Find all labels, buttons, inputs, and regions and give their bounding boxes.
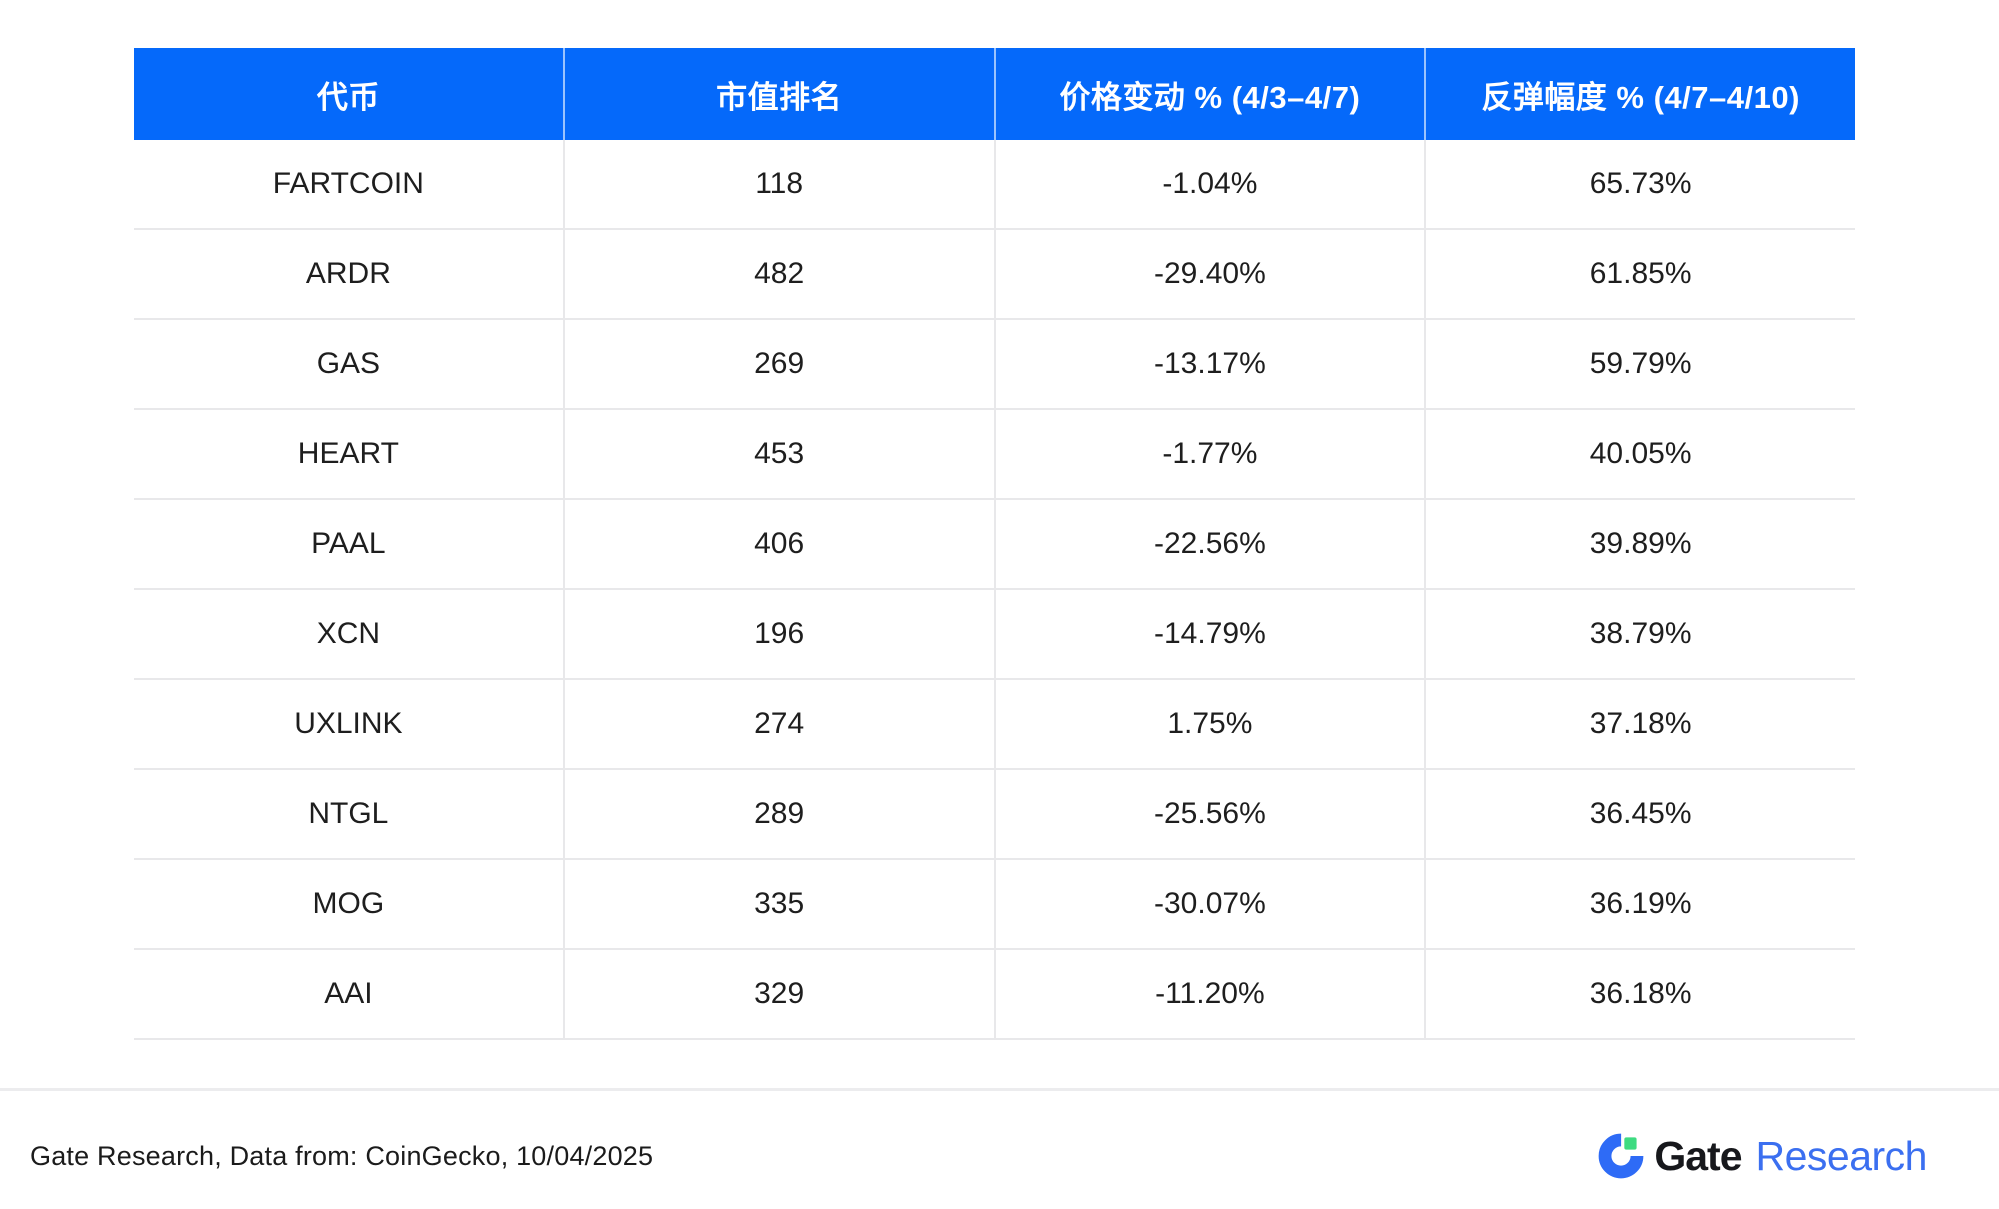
logo-text-research: Research xyxy=(1755,1132,1928,1179)
gate-research-logo: Gate Research xyxy=(1598,1132,1928,1179)
table-cell: 36.45% xyxy=(1424,770,1855,858)
table-cell: NTGL xyxy=(308,797,389,830)
table-cell: UXLINK xyxy=(294,707,403,740)
table-cell: 65.73% xyxy=(1424,140,1855,228)
column-header-market-cap-rank: 市值排名 xyxy=(562,48,994,140)
table-cell: -13.17% xyxy=(993,320,1425,408)
table-cell: FARTCOIN xyxy=(272,167,424,200)
table-row: ARDR 482 -29.40% 61.85% xyxy=(134,230,1855,320)
table-row: PAAL 406 -22.56% 39.89% xyxy=(134,500,1855,590)
footer-divider xyxy=(0,1088,1999,1091)
table-body: FARTCOIN 118 -1.04% 65.73% ARDR 482 -29.40% 61.… xyxy=(134,140,1855,1040)
table-cell: 196 xyxy=(562,590,994,678)
table-cell: -29.40% xyxy=(993,230,1425,318)
table-row: HEART 453 -1.77% 40.05% xyxy=(134,410,1855,500)
table-row: NTGL 289 -25.56% 36.45% xyxy=(134,770,1855,860)
table-header-row: 代币 市值排名 价格变动 % (4/3–4/7) 反弹幅度 % (4/7–4/1… xyxy=(134,48,1855,140)
table-cell: -14.79% xyxy=(993,590,1425,678)
table-cell: 36.19% xyxy=(1424,860,1855,948)
table-cell: 39.89% xyxy=(1424,500,1855,588)
table-row: FARTCOIN 118 -1.04% 65.73% xyxy=(134,140,1855,230)
table-cell: MOG xyxy=(312,887,385,920)
table-row: MOG 335 -30.07% 36.19% xyxy=(134,860,1855,950)
table-cell: -30.07% xyxy=(993,860,1425,948)
table-row: UXLINK 274 1.75% 37.18% xyxy=(134,680,1855,770)
logo-text-gate: Gate xyxy=(1654,1132,1742,1179)
table-cell: 335 xyxy=(562,860,994,948)
table-cell: -22.56% xyxy=(993,500,1425,588)
table-cell: 36.18% xyxy=(1424,950,1855,1038)
table-cell: -25.56% xyxy=(993,770,1425,858)
table-cell: PAAL xyxy=(311,527,386,560)
column-header-rebound: 反弹幅度 % (4/7–4/10) xyxy=(1424,48,1855,140)
footer: Gate Research, Data from: CoinGecko, 10/… xyxy=(0,1103,1999,1209)
table-cell: 289 xyxy=(562,770,994,858)
table-cell: 482 xyxy=(562,230,994,318)
table-cell: 453 xyxy=(562,410,994,498)
column-header-token: 代币 xyxy=(316,79,380,115)
table-cell: XCN xyxy=(316,617,381,650)
table-cell: 59.79% xyxy=(1424,320,1855,408)
table-row: AAI 329 -11.20% 36.18% xyxy=(134,950,1855,1040)
data-source-text: Gate Research, Data from: CoinGecko, 10/… xyxy=(30,1140,654,1171)
table-row: GAS 269 -13.17% 59.79% xyxy=(134,320,1855,410)
table-cell: -1.77% xyxy=(993,410,1425,498)
table-cell: -11.20% xyxy=(993,950,1425,1038)
table-cell: 406 xyxy=(562,500,994,588)
table-cell: 61.85% xyxy=(1424,230,1855,318)
table-cell: 40.05% xyxy=(1424,410,1855,498)
gate-logo-icon xyxy=(1598,1133,1644,1179)
table-cell: ARDR xyxy=(305,257,391,290)
table-cell: 329 xyxy=(562,950,994,1038)
table-cell: AAI xyxy=(324,977,373,1010)
table-cell: 38.79% xyxy=(1424,590,1855,678)
table-cell: 269 xyxy=(562,320,994,408)
column-header-price-change: 价格变动 % (4/3–4/7) xyxy=(993,48,1425,140)
table-cell: HEART xyxy=(297,437,399,470)
table-cell: 274 xyxy=(562,680,994,768)
table-row: XCN 196 -14.79% 38.79% xyxy=(134,590,1855,680)
table-cell: 1.75% xyxy=(993,680,1425,768)
table-cell: 118 xyxy=(562,140,994,228)
table-cell: -1.04% xyxy=(993,140,1425,228)
table-cell: 37.18% xyxy=(1424,680,1855,768)
rebound-table: 代币 市值排名 价格变动 % (4/3–4/7) 反弹幅度 % (4/7–4/1… xyxy=(134,48,1855,1040)
table-cell: GAS xyxy=(316,347,381,380)
